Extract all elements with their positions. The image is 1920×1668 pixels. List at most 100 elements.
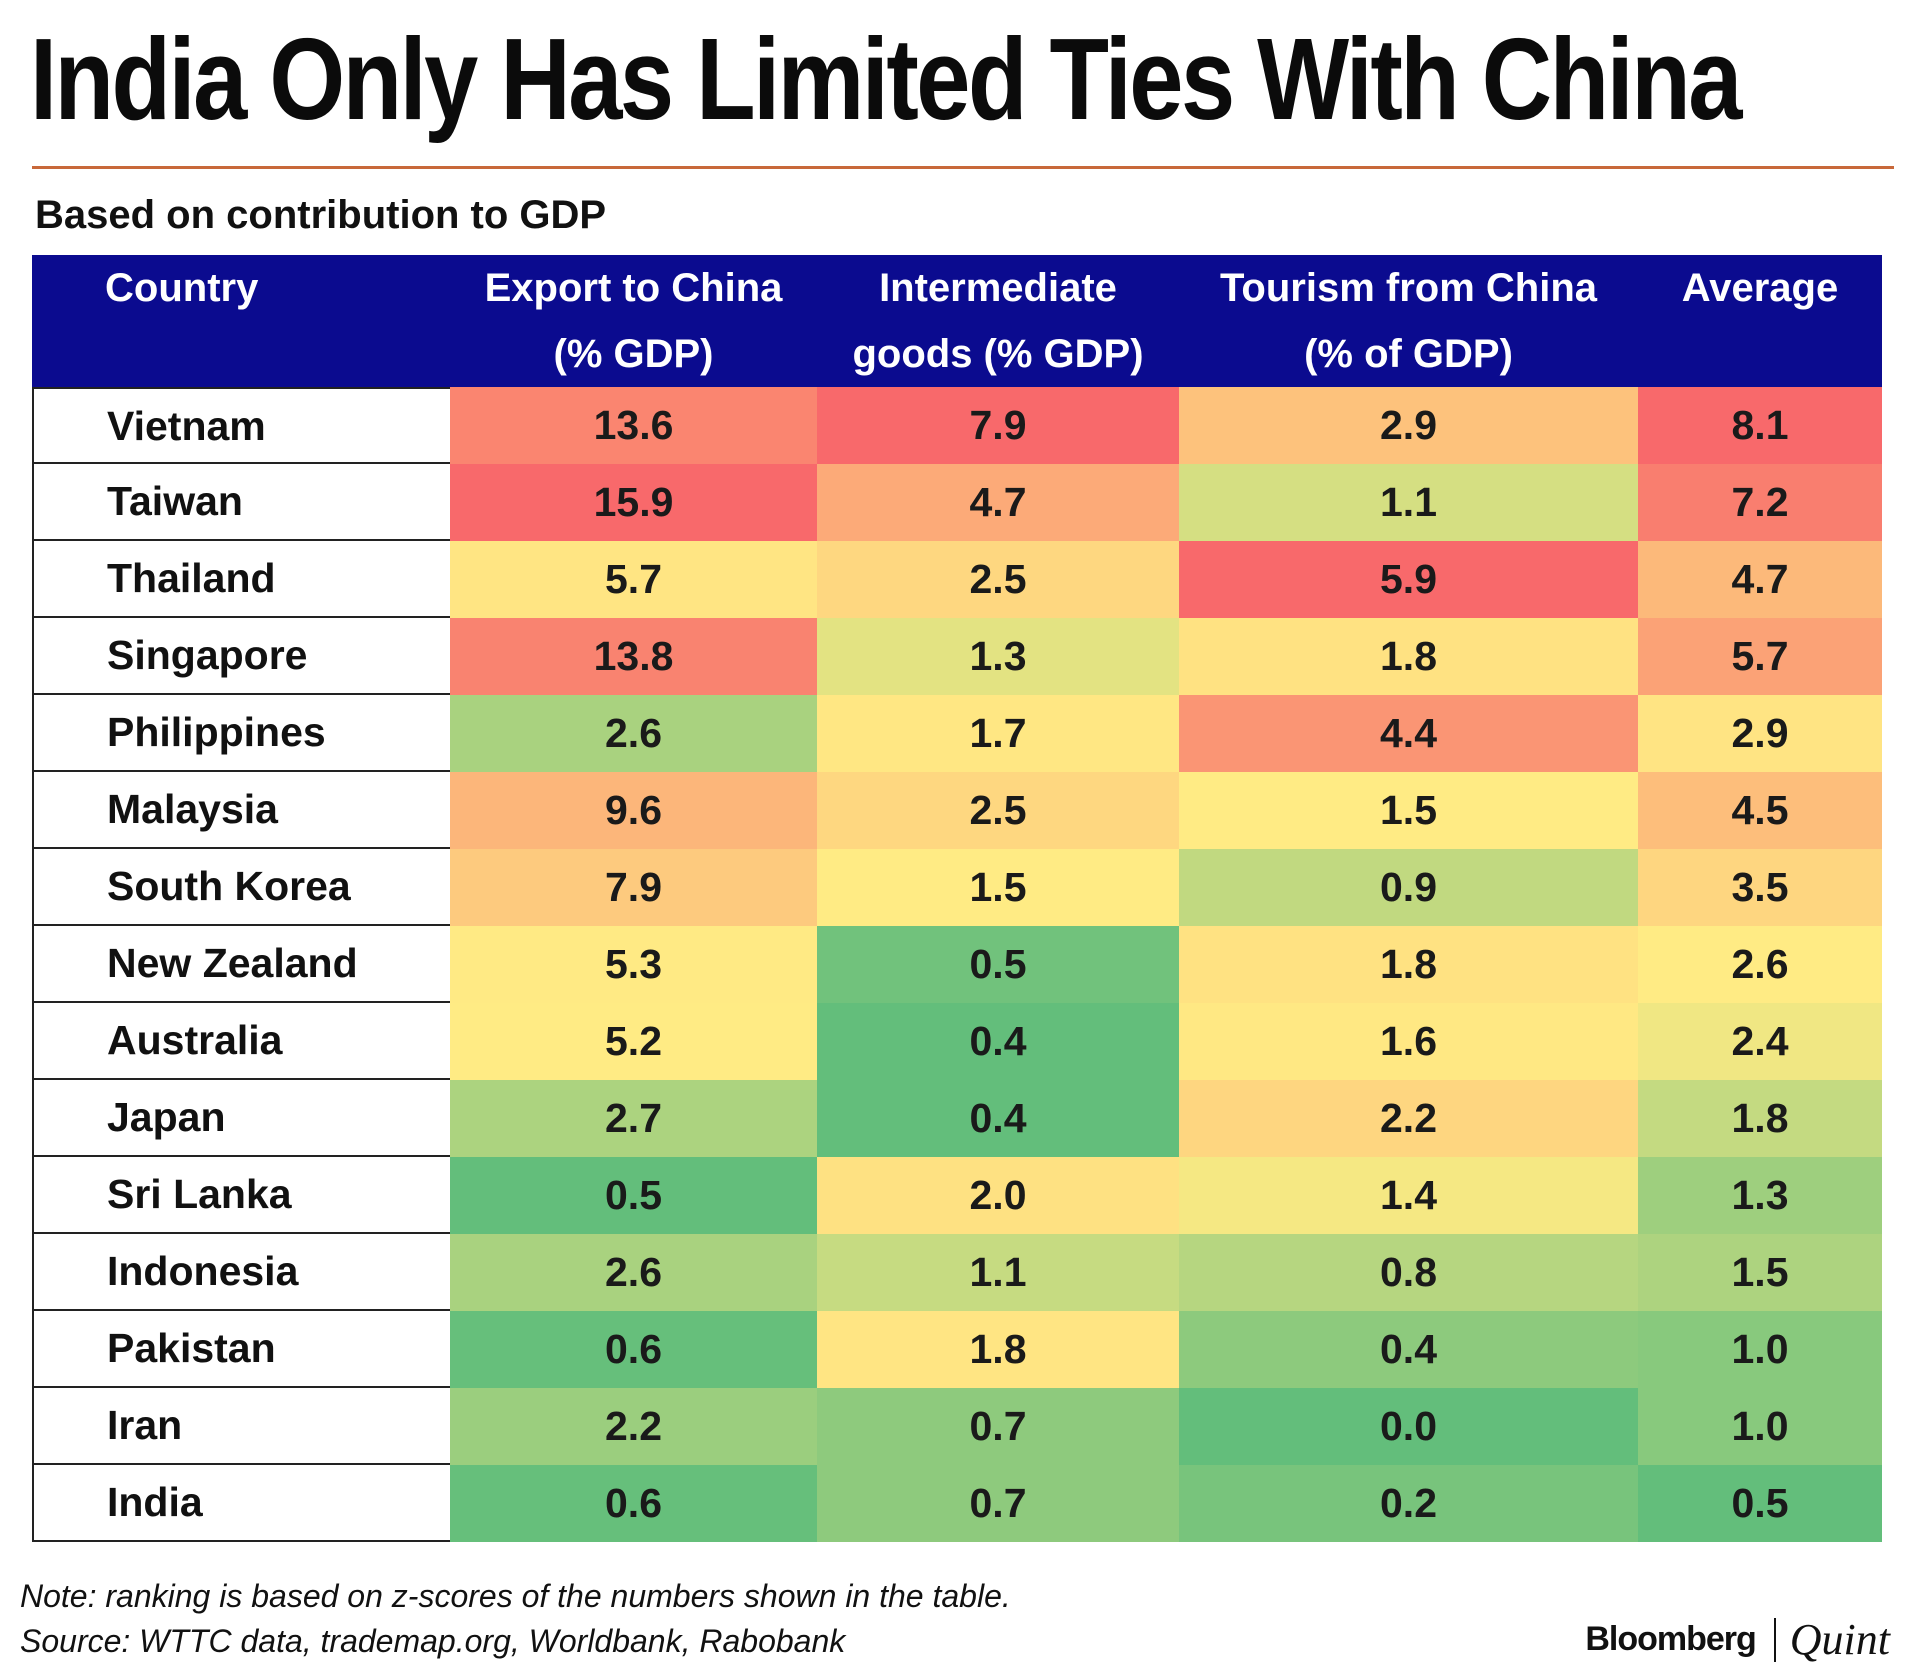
table-row: Thailand 5.7 2.5 5.9 4.7 <box>32 541 1882 618</box>
value-cell-intermediate: 2.0 <box>817 1157 1179 1234</box>
value-cell-tourism: 0.0 <box>1179 1388 1638 1465</box>
brand-separator <box>1773 1617 1776 1662</box>
table-row: Singapore 13.8 1.3 1.8 5.7 <box>32 618 1882 695</box>
value-cell-tourism: 2.9 <box>1179 387 1638 464</box>
brand-secondary: Quint <box>1789 1615 1890 1664</box>
header-line: goods (% GDP) <box>852 332 1144 376</box>
chart-subtitle: Based on contribution to GDP <box>35 193 607 237</box>
table-row: Philippines 2.6 1.7 4.4 2.9 <box>32 695 1882 772</box>
value-cell-average: 1.0 <box>1638 1311 1882 1388</box>
header-intermediate: Intermediate goods (% GDP) <box>817 255 1179 387</box>
value-cell-tourism: 1.6 <box>1179 1003 1638 1080</box>
value-cell-average: 8.1 <box>1638 387 1882 464</box>
value-cell-tourism: 1.8 <box>1179 618 1638 695</box>
value-cell-export: 5.3 <box>450 926 817 1003</box>
value-cell-average: 2.4 <box>1638 1003 1882 1080</box>
header-line: (% of GDP) <box>1304 332 1513 376</box>
table-row: Australia 5.2 0.4 1.6 2.4 <box>32 1003 1882 1080</box>
value-cell-intermediate: 0.7 <box>817 1465 1179 1542</box>
value-cell-export: 7.9 <box>450 849 817 926</box>
table-header: Country Export to China (% GDP) Intermed… <box>32 255 1882 387</box>
country-cell: Vietnam <box>32 387 450 464</box>
header-average: Average <box>1638 255 1882 387</box>
value-cell-average: 1.0 <box>1638 1388 1882 1465</box>
value-cell-tourism: 0.9 <box>1179 849 1638 926</box>
value-cell-intermediate: 0.7 <box>817 1388 1179 1465</box>
country-cell: Sri Lanka <box>32 1157 450 1234</box>
value-cell-export: 2.7 <box>450 1080 817 1157</box>
brand-logo: Bloomberg Quint <box>1585 1614 1890 1665</box>
value-cell-tourism: 0.4 <box>1179 1311 1638 1388</box>
country-cell: Taiwan <box>32 464 450 541</box>
header-line: Export to China <box>484 266 783 310</box>
table-row: Pakistan 0.6 1.8 0.4 1.0 <box>32 1311 1882 1388</box>
country-cell: Indonesia <box>32 1234 450 1311</box>
country-cell: Australia <box>32 1003 450 1080</box>
table-row: India 0.6 0.7 0.2 0.5 <box>32 1465 1882 1542</box>
value-cell-intermediate: 0.4 <box>817 1003 1179 1080</box>
value-cell-tourism: 1.8 <box>1179 926 1638 1003</box>
value-cell-intermediate: 2.5 <box>817 772 1179 849</box>
value-cell-average: 1.8 <box>1638 1080 1882 1157</box>
value-cell-tourism: 2.2 <box>1179 1080 1638 1157</box>
value-cell-intermediate: 1.3 <box>817 618 1179 695</box>
value-cell-export: 15.9 <box>450 464 817 541</box>
value-cell-intermediate: 0.4 <box>817 1080 1179 1157</box>
country-cell: Malaysia <box>32 772 450 849</box>
value-cell-tourism: 1.1 <box>1179 464 1638 541</box>
brand-primary: Bloomberg <box>1585 1620 1756 1658</box>
value-cell-export: 5.7 <box>450 541 817 618</box>
value-cell-export: 0.6 <box>450 1311 817 1388</box>
value-cell-tourism: 5.9 <box>1179 541 1638 618</box>
value-cell-export: 0.6 <box>450 1465 817 1542</box>
page-title: India Only Has Limited Ties With China <box>30 14 1742 144</box>
country-cell: India <box>32 1465 450 1542</box>
value-cell-average: 2.9 <box>1638 695 1882 772</box>
value-cell-export: 5.2 <box>450 1003 817 1080</box>
footnote-note: Note: ranking is based on z-scores of th… <box>20 1578 1011 1614</box>
value-cell-export: 13.8 <box>450 618 817 695</box>
value-cell-average: 0.5 <box>1638 1465 1882 1542</box>
value-cell-average: 5.7 <box>1638 618 1882 695</box>
footnote-source: Source: WTTC data, trademap.org, Worldba… <box>20 1623 846 1659</box>
country-cell: Pakistan <box>32 1311 450 1388</box>
header-line: Intermediate <box>879 266 1117 310</box>
header-export: Export to China (% GDP) <box>450 255 817 387</box>
value-cell-average: 3.5 <box>1638 849 1882 926</box>
value-cell-export: 2.2 <box>450 1388 817 1465</box>
value-cell-export: 0.5 <box>450 1157 817 1234</box>
header-line: (% GDP) <box>553 332 714 376</box>
value-cell-average: 2.6 <box>1638 926 1882 1003</box>
value-cell-export: 13.6 <box>450 387 817 464</box>
value-cell-tourism: 1.4 <box>1179 1157 1638 1234</box>
heatmap-table: Country Export to China (% GDP) Intermed… <box>32 255 1882 1542</box>
header-line: Average <box>1681 266 1839 310</box>
table-row: Taiwan 15.9 4.7 1.1 7.2 <box>32 464 1882 541</box>
value-cell-average: 4.7 <box>1638 541 1882 618</box>
value-cell-average: 4.5 <box>1638 772 1882 849</box>
table-row: New Zealand 5.3 0.5 1.8 2.6 <box>32 926 1882 1003</box>
value-cell-tourism: 0.2 <box>1179 1465 1638 1542</box>
header-tourism: Tourism from China (% of GDP) <box>1179 255 1638 387</box>
value-cell-export: 2.6 <box>450 1234 817 1311</box>
value-cell-average: 1.3 <box>1638 1157 1882 1234</box>
table-row: Indonesia 2.6 1.1 0.8 1.5 <box>32 1234 1882 1311</box>
value-cell-intermediate: 1.8 <box>817 1311 1179 1388</box>
value-cell-export: 2.6 <box>450 695 817 772</box>
header-country: Country <box>32 255 450 387</box>
table-body: Vietnam 13.6 7.9 2.9 8.1 Taiwan 15.9 4.7 1.1 7.2 T… <box>32 387 1882 1542</box>
value-cell-intermediate: 7.9 <box>817 387 1179 464</box>
country-cell: Singapore <box>32 618 450 695</box>
country-cell: South Korea <box>32 849 450 926</box>
table-row: Japan 2.7 0.4 2.2 1.8 <box>32 1080 1882 1157</box>
value-cell-intermediate: 2.5 <box>817 541 1179 618</box>
value-cell-tourism: 4.4 <box>1179 695 1638 772</box>
country-cell: Iran <box>32 1388 450 1465</box>
table-row: Sri Lanka 0.5 2.0 1.4 1.3 <box>32 1157 1882 1234</box>
value-cell-export: 9.6 <box>450 772 817 849</box>
table-row: Iran 2.2 0.7 0.0 1.0 <box>32 1388 1882 1465</box>
value-cell-tourism: 0.8 <box>1179 1234 1638 1311</box>
country-cell: New Zealand <box>32 926 450 1003</box>
value-cell-intermediate: 1.7 <box>817 695 1179 772</box>
table-row: South Korea 7.9 1.5 0.9 3.5 <box>32 849 1882 926</box>
